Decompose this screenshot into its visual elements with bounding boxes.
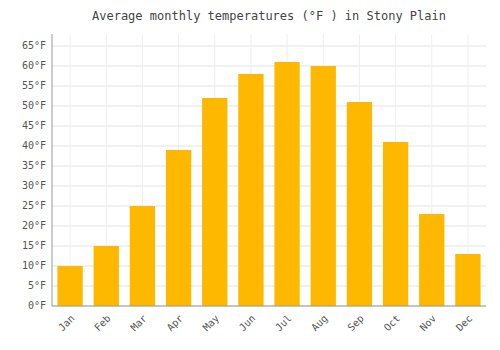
- bars: [57, 62, 480, 306]
- x-tick-label: Apr: [165, 313, 186, 334]
- y-tick-label: 25°F: [22, 200, 46, 211]
- y-grid-line: [52, 166, 486, 167]
- x-tick-label: Jan: [56, 313, 77, 334]
- y-tick-label: 5°F: [28, 280, 46, 291]
- bar: [238, 74, 263, 306]
- y-grid-line: [52, 146, 486, 147]
- y-tick-label: 45°F: [22, 120, 46, 131]
- y-tick-label: 60°F: [22, 60, 46, 71]
- x-tick-label: Sep: [345, 313, 366, 334]
- bar: [94, 246, 119, 306]
- y-tick-label: 10°F: [22, 260, 46, 271]
- x-grid-line: [70, 34, 71, 306]
- y-grid-line: [52, 86, 486, 87]
- title: Average monthly temperatures (°F ) in St…: [92, 9, 446, 23]
- axes: 0°F 5°F 10°F 15°F 20°F 25°F 30°F 35°F 40°F 45°F 50…: [22, 34, 486, 333]
- x-tick-label: Oct: [382, 313, 403, 334]
- bar: [311, 66, 336, 306]
- bar: [455, 254, 480, 306]
- chart: 0°F 5°F 10°F 15°F 20°F 25°F 30°F 35°F 40°F 45°F 50…: [0, 0, 500, 350]
- x-tick-label: Mar: [128, 313, 149, 334]
- y-tick-label: 0°F: [28, 300, 46, 311]
- y-tick-label: 35°F: [22, 160, 46, 171]
- y-tick-label: 30°F: [22, 180, 46, 191]
- x-tick-label: Aug: [309, 313, 330, 334]
- y-grid-line: [52, 66, 486, 67]
- y-tick-label: 50°F: [22, 100, 46, 111]
- grid: [52, 34, 486, 306]
- bar: [166, 150, 191, 306]
- x-axis-line: [52, 306, 486, 307]
- y-grid-line: [52, 186, 486, 187]
- y-tick-label: 40°F: [22, 140, 46, 151]
- bar: [383, 142, 408, 306]
- y-tick-label: 55°F: [22, 80, 46, 91]
- y-grid-line: [52, 106, 486, 107]
- y-tick-label: 65°F: [22, 40, 46, 51]
- x-tick-label: Dec: [454, 313, 475, 334]
- x-tick-label: Feb: [92, 313, 113, 334]
- y-tick-label: 20°F: [22, 220, 46, 231]
- x-tick-label: May: [201, 313, 222, 334]
- bar: [274, 62, 299, 306]
- chart-container: 0°F 5°F 10°F 15°F 20°F 25°F 30°F 35°F 40°F 45°F 50…: [0, 0, 500, 350]
- y-axis-line: [52, 34, 53, 306]
- x-tick-label: Jul: [273, 313, 294, 334]
- bar: [130, 206, 155, 306]
- bar: [347, 102, 372, 306]
- y-grid-line: [52, 126, 486, 127]
- bar: [419, 214, 444, 306]
- x-tick-label: Jun: [237, 313, 258, 334]
- y-grid-line: [52, 46, 486, 47]
- x-tick-label: Nov: [418, 313, 439, 334]
- y-grid-line: [52, 206, 486, 207]
- y-grid-line: [52, 306, 486, 307]
- bar: [202, 98, 227, 306]
- y-tick-label: 15°F: [22, 240, 46, 251]
- bar: [57, 266, 82, 306]
